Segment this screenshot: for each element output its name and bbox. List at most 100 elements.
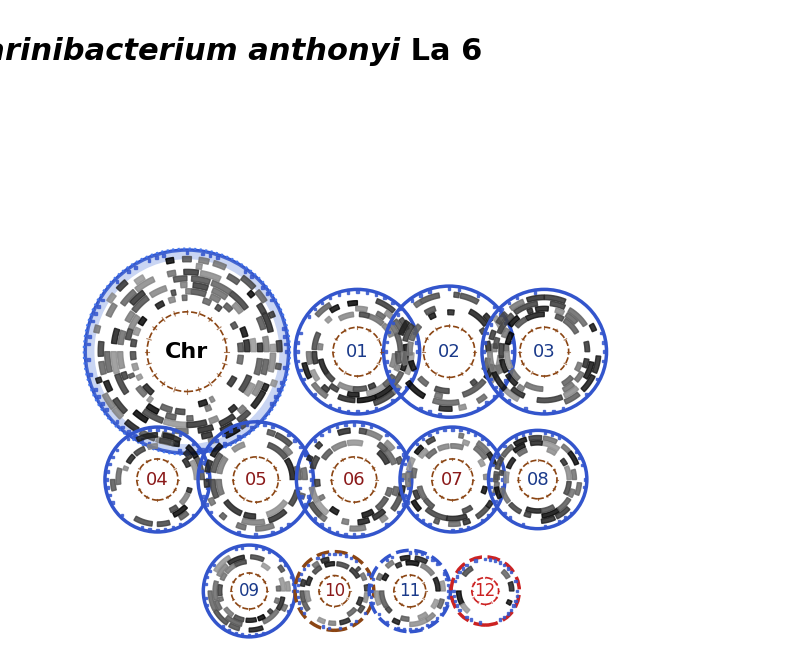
Bar xyxy=(250,426,253,428)
Bar xyxy=(446,596,449,598)
Polygon shape xyxy=(426,507,447,521)
Bar xyxy=(443,429,446,431)
Polygon shape xyxy=(278,565,285,572)
Bar xyxy=(90,373,92,376)
Text: La 6: La 6 xyxy=(400,37,482,66)
Polygon shape xyxy=(129,315,140,330)
Polygon shape xyxy=(126,454,135,464)
Polygon shape xyxy=(457,591,464,606)
Circle shape xyxy=(94,259,279,444)
Bar xyxy=(514,600,517,602)
Bar xyxy=(303,612,306,614)
Bar xyxy=(338,293,340,296)
Polygon shape xyxy=(363,593,369,603)
Bar xyxy=(287,523,290,525)
Polygon shape xyxy=(450,444,463,450)
Bar xyxy=(386,621,388,623)
Polygon shape xyxy=(499,343,504,358)
Bar xyxy=(222,434,225,436)
Bar xyxy=(503,564,505,566)
Polygon shape xyxy=(555,507,570,519)
Bar xyxy=(508,370,510,373)
Bar xyxy=(490,323,492,325)
Polygon shape xyxy=(514,301,538,315)
Bar xyxy=(440,612,442,615)
Polygon shape xyxy=(210,443,222,457)
Polygon shape xyxy=(347,440,363,446)
Polygon shape xyxy=(392,384,402,394)
Bar xyxy=(122,426,124,428)
Polygon shape xyxy=(565,465,571,479)
Bar xyxy=(410,378,412,380)
Bar xyxy=(454,600,456,602)
Polygon shape xyxy=(330,305,340,313)
Polygon shape xyxy=(437,599,444,609)
Polygon shape xyxy=(394,364,401,371)
Polygon shape xyxy=(398,320,410,335)
Polygon shape xyxy=(401,616,409,622)
Polygon shape xyxy=(582,359,589,368)
Polygon shape xyxy=(282,604,287,612)
Polygon shape xyxy=(356,306,367,312)
Polygon shape xyxy=(449,521,461,527)
Polygon shape xyxy=(283,446,293,456)
Bar xyxy=(486,443,489,446)
Polygon shape xyxy=(494,474,499,479)
Polygon shape xyxy=(402,323,414,341)
Polygon shape xyxy=(350,525,366,531)
Bar xyxy=(499,388,502,390)
Bar xyxy=(386,558,388,561)
Polygon shape xyxy=(398,485,406,496)
Bar xyxy=(127,270,130,273)
Bar xyxy=(248,634,250,636)
Polygon shape xyxy=(470,379,478,386)
Bar xyxy=(292,590,294,592)
Bar xyxy=(134,266,137,269)
Bar xyxy=(134,435,137,438)
Polygon shape xyxy=(410,618,427,627)
Polygon shape xyxy=(439,406,452,411)
Polygon shape xyxy=(219,513,227,520)
Bar xyxy=(287,434,290,436)
Polygon shape xyxy=(279,578,286,591)
Polygon shape xyxy=(574,371,584,382)
Polygon shape xyxy=(562,376,574,386)
Polygon shape xyxy=(393,319,405,334)
Text: 04: 04 xyxy=(146,471,169,489)
Bar xyxy=(410,299,414,302)
Polygon shape xyxy=(118,352,125,369)
Polygon shape xyxy=(198,399,208,407)
Polygon shape xyxy=(103,380,113,392)
Polygon shape xyxy=(229,404,238,413)
Text: Chr: Chr xyxy=(166,342,209,362)
Polygon shape xyxy=(340,618,350,625)
Polygon shape xyxy=(537,395,562,402)
Bar xyxy=(277,388,280,391)
Polygon shape xyxy=(359,312,370,318)
Bar xyxy=(209,446,211,450)
Polygon shape xyxy=(379,591,388,608)
Polygon shape xyxy=(318,618,326,623)
Bar xyxy=(266,292,268,295)
Bar xyxy=(296,351,298,353)
Polygon shape xyxy=(535,306,549,311)
Polygon shape xyxy=(402,352,408,365)
Bar xyxy=(456,604,458,607)
Bar xyxy=(287,610,290,612)
Bar xyxy=(453,595,455,597)
Polygon shape xyxy=(395,562,402,568)
Polygon shape xyxy=(299,493,306,499)
Bar xyxy=(210,511,213,513)
Polygon shape xyxy=(218,597,223,602)
Bar xyxy=(544,525,546,527)
Bar xyxy=(428,410,431,413)
Polygon shape xyxy=(112,407,123,419)
Polygon shape xyxy=(173,505,187,517)
Bar xyxy=(206,604,209,606)
Bar xyxy=(503,616,505,618)
Polygon shape xyxy=(406,472,410,487)
Polygon shape xyxy=(226,616,242,626)
Polygon shape xyxy=(506,600,512,606)
Polygon shape xyxy=(257,316,266,330)
Bar xyxy=(250,275,253,278)
